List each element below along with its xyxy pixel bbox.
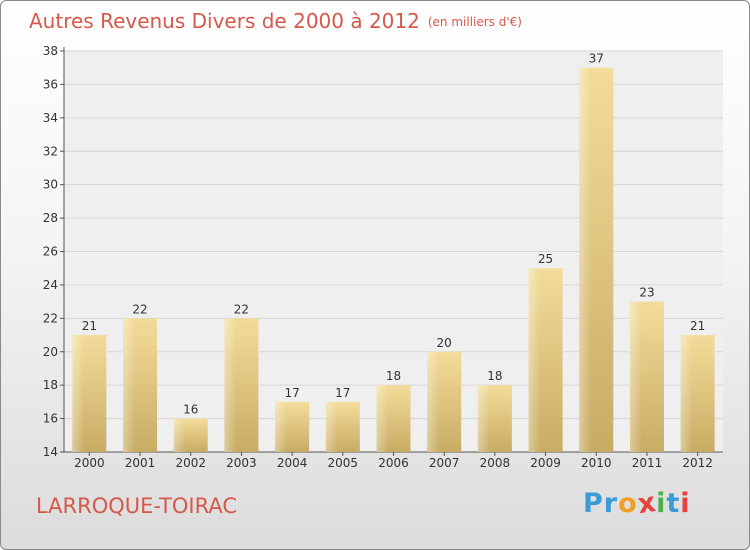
bar-highlight bbox=[579, 67, 592, 452]
x-tick-label: 2006 bbox=[378, 456, 409, 470]
logo-letter: o bbox=[618, 488, 638, 519]
bar-highlight bbox=[376, 385, 389, 452]
data-label: 21 bbox=[82, 319, 97, 333]
bar-highlight bbox=[275, 401, 288, 452]
data-label: 22 bbox=[132, 302, 147, 316]
logo-letter: x bbox=[635, 486, 659, 521]
title-text: Autres Revenus Divers de 2000 à 2012 bbox=[29, 9, 420, 33]
x-tick-label: 2008 bbox=[480, 456, 511, 470]
bar-highlight bbox=[477, 385, 490, 452]
y-tick-label: 26 bbox=[43, 245, 58, 259]
x-tick-label: 2009 bbox=[530, 456, 561, 470]
bar-highlight bbox=[123, 318, 135, 452]
logo-letter: r bbox=[603, 488, 619, 519]
y-tick-label: 20 bbox=[43, 345, 58, 359]
data-label: 22 bbox=[234, 302, 249, 316]
y-tick-label: 16 bbox=[43, 412, 58, 426]
x-tick-label: 2001 bbox=[125, 456, 156, 470]
x-tick-label: 2003 bbox=[226, 456, 257, 470]
x-tick-label: 2005 bbox=[328, 456, 359, 470]
bar-highlight bbox=[224, 318, 237, 452]
x-tick-label: 2007 bbox=[429, 456, 460, 470]
bar-highlight bbox=[528, 268, 541, 452]
y-tick-label: 22 bbox=[43, 311, 58, 325]
logo-letter: i bbox=[680, 488, 691, 519]
bar-highlight bbox=[427, 351, 440, 452]
x-tick-label: 2004 bbox=[277, 456, 308, 470]
proxiti-logo[interactable]: Proxiti bbox=[583, 486, 691, 521]
bar-highlight bbox=[72, 335, 85, 452]
x-tick-label: 2010 bbox=[581, 456, 612, 470]
y-tick-label: 36 bbox=[43, 77, 58, 91]
data-label: 17 bbox=[335, 386, 350, 400]
bar-highlight bbox=[680, 335, 693, 452]
y-tick-label: 34 bbox=[43, 111, 58, 125]
data-label: 16 bbox=[183, 403, 198, 417]
chart-title: Autres Revenus Divers de 2000 à 2012 (en … bbox=[29, 9, 522, 33]
logo-letter: i bbox=[656, 488, 667, 519]
data-label: 37 bbox=[589, 52, 604, 66]
data-label: 20 bbox=[437, 336, 452, 350]
y-tick-label: 32 bbox=[43, 144, 58, 158]
y-tick-label: 14 bbox=[43, 445, 58, 459]
bar-highlight bbox=[629, 301, 642, 452]
logo-letter: P bbox=[583, 488, 604, 519]
y-tick-label: 24 bbox=[43, 278, 58, 292]
logo-letter: t bbox=[666, 488, 681, 519]
y-tick-label: 18 bbox=[43, 378, 58, 392]
x-tick-label: 2012 bbox=[682, 456, 713, 470]
x-tick-label: 2011 bbox=[632, 456, 663, 470]
y-tick-label: 38 bbox=[43, 44, 58, 58]
data-label: 21 bbox=[690, 319, 705, 333]
data-label: 17 bbox=[284, 386, 299, 400]
y-tick-label: 30 bbox=[43, 178, 58, 192]
data-label: 25 bbox=[538, 252, 553, 266]
data-label: 18 bbox=[386, 369, 401, 383]
y-tick-label: 28 bbox=[43, 211, 58, 225]
x-tick-label: 2002 bbox=[175, 456, 206, 470]
bar-highlight bbox=[173, 418, 186, 452]
commune-name: LARROQUE-TOIRAC bbox=[36, 494, 238, 518]
x-tick-label: 2000 bbox=[74, 456, 105, 470]
data-label: 23 bbox=[639, 286, 654, 300]
unit-label: (en milliers d'€) bbox=[427, 15, 522, 29]
data-label: 18 bbox=[487, 369, 502, 383]
bar-highlight bbox=[325, 401, 338, 452]
